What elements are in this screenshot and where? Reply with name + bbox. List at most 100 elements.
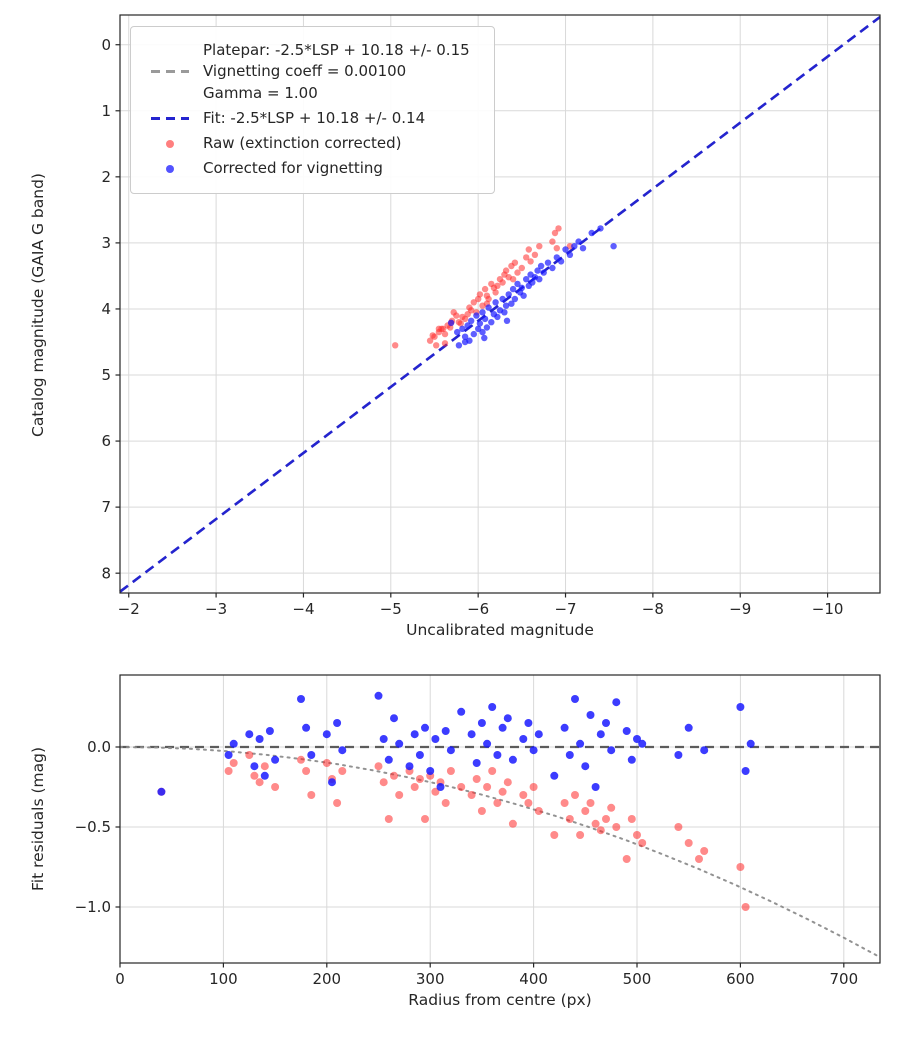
- corrected-residuals: [602, 719, 610, 727]
- x-tick-label: 0: [115, 970, 125, 988]
- raw-residuals: [255, 778, 264, 787]
- raw-residuals: [627, 815, 636, 823]
- raw-points: [549, 238, 556, 245]
- corrected-residuals: [488, 703, 497, 711]
- corrected-residuals: [477, 719, 486, 727]
- corrected-residuals: [607, 746, 616, 755]
- raw-residuals: [322, 759, 331, 767]
- corrected-residuals: [591, 783, 600, 791]
- raw-residuals: [302, 767, 311, 775]
- corrected-residuals: [405, 762, 414, 771]
- corrected-residuals: [250, 762, 259, 771]
- raw-residuals: [674, 823, 683, 831]
- raw-residuals: [271, 783, 280, 791]
- corrected-residuals: [333, 719, 342, 727]
- corrected-residuals: [415, 751, 424, 759]
- raw-residuals: [565, 815, 574, 823]
- corrected-residuals: [529, 746, 538, 755]
- raw-points: [525, 246, 532, 253]
- raw-points: [551, 229, 559, 237]
- fit-dash-symbol: [141, 117, 199, 121]
- corrected-points: [544, 259, 552, 266]
- raw-residuals: [457, 783, 466, 791]
- corrected-residuals: [560, 723, 569, 732]
- corrected-points: [566, 251, 574, 258]
- raw-residuals: [431, 787, 440, 796]
- corrected-residuals: [508, 755, 517, 764]
- corrected-residuals: [576, 739, 585, 748]
- corrected-points: [610, 243, 617, 250]
- corrected-residuals: [410, 730, 419, 739]
- corrected-points: [571, 243, 578, 250]
- raw-residuals: [224, 767, 233, 775]
- top-xlabel: Uncalibrated magnitude: [406, 621, 594, 639]
- raw-points: [494, 282, 501, 289]
- corrected-residuals: [638, 739, 647, 748]
- raw-points: [527, 258, 534, 265]
- corrected-residuals: [622, 727, 631, 735]
- y-tick-label: 4: [101, 300, 111, 318]
- corrected-residuals: [384, 755, 393, 764]
- y-tick-label: 7: [101, 498, 111, 516]
- raw-residuals: [596, 826, 605, 835]
- top-ylabel: Catalog magnitude (GAIA G band): [29, 173, 47, 437]
- raw-residuals: [638, 839, 647, 847]
- axes-spines: [119, 14, 881, 594]
- corrected-residuals: [157, 787, 166, 796]
- corrected-points: [476, 320, 484, 327]
- raw-points: [470, 299, 477, 306]
- raw-points: [441, 330, 449, 338]
- corrected-residuals: [322, 730, 331, 739]
- raw-residuals: [736, 863, 745, 871]
- y-tick-label: 2: [101, 168, 111, 186]
- raw-residuals: [472, 775, 481, 783]
- raw-points: [566, 243, 574, 250]
- raw-points: [499, 279, 506, 286]
- corrected-points: [479, 309, 486, 316]
- corrected-points: [459, 325, 466, 332]
- corrected-points: [464, 322, 471, 329]
- legend-raw-label: Raw (extinction corrected): [203, 134, 402, 153]
- corrected-residuals: [746, 739, 755, 748]
- raw-residuals: [524, 799, 533, 807]
- corrected-residuals: [260, 771, 269, 780]
- corrected-points: [481, 315, 489, 323]
- raw-residuals: [633, 831, 641, 839]
- legend-platepar-label: Platepar: -2.5*LSP + 10.18 +/- 0.15: [203, 41, 470, 59]
- raw-points: [440, 325, 447, 332]
- corrected-points: [509, 285, 517, 293]
- corrected-points: [562, 246, 569, 253]
- y-tick-label: 0: [101, 36, 111, 54]
- raw-residuals: [467, 791, 476, 799]
- corrected-points: [461, 333, 469, 340]
- corrected-residuals: [379, 735, 388, 743]
- raw-points: [536, 243, 543, 250]
- corrected-residuals: [245, 730, 254, 739]
- corrected-points: [520, 292, 527, 299]
- corrected-points: [508, 300, 515, 307]
- raw-residuals: [586, 799, 595, 807]
- raw-residuals: [700, 847, 709, 855]
- legend-row-platepar: Platepar: -2.5*LSP + 10.18 +/- 0.15 Vign…: [141, 40, 470, 104]
- corrected-points: [549, 264, 556, 272]
- raw-residuals: [250, 771, 259, 780]
- raw-residuals: [488, 767, 497, 775]
- corrected-points: [499, 295, 506, 303]
- corrected-points: [470, 330, 477, 338]
- x-tick-label: 200: [312, 970, 341, 988]
- corrected-residuals: [431, 735, 440, 743]
- x-tick-label: −8: [642, 600, 664, 618]
- x-tick-label: 300: [416, 970, 445, 988]
- raw-residuals: [441, 799, 450, 807]
- corrected-points: [537, 262, 545, 270]
- bottom-ylabel: Fit residuals (mag): [29, 746, 47, 892]
- corrected-points: [579, 245, 587, 252]
- corrected-residuals: [472, 759, 481, 767]
- legend-vignetting-coeff-label: Vignetting coeff = 0.00100: [203, 62, 407, 81]
- raw-residuals: [591, 819, 600, 828]
- raw-residuals: [607, 803, 616, 812]
- y-tick-label: 5: [101, 366, 111, 384]
- corrected-points: [518, 284, 525, 291]
- x-tick-label: 700: [829, 970, 858, 988]
